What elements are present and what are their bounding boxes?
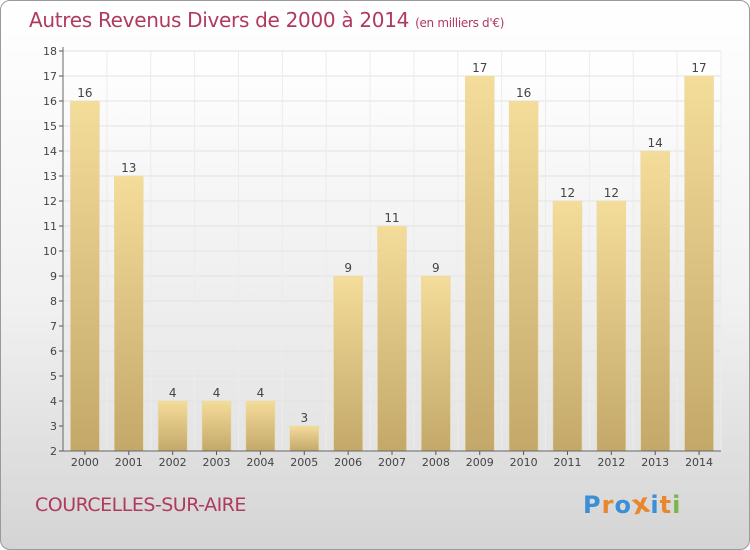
y-tick-label: 9	[50, 270, 57, 283]
bar-2002	[157, 400, 188, 452]
bar-value-label: 9	[432, 261, 440, 275]
y-tick-label: 10	[43, 245, 57, 258]
bar-2004	[245, 400, 276, 452]
bar-2006	[333, 275, 363, 452]
bar-2011	[552, 200, 583, 452]
y-tick-label: 5	[50, 370, 57, 383]
x-tick-label: 2014	[685, 456, 713, 469]
x-tick-label: 2008	[422, 456, 450, 469]
x-tick-label: 2001	[115, 456, 143, 469]
bar-2000	[70, 100, 100, 452]
bar-value-label: 4	[169, 386, 177, 400]
y-tick-label: 15	[43, 120, 57, 133]
x-tick-label: 2005	[290, 456, 318, 469]
bar-2013	[640, 150, 670, 452]
logo-letter: r	[601, 491, 615, 519]
y-tick-label: 2	[50, 445, 57, 458]
y-tick-label: 11	[43, 220, 57, 233]
bar-value-label: 12	[560, 186, 575, 200]
bar-value-label: 9	[344, 261, 352, 275]
y-tick-label: 6	[50, 345, 57, 358]
y-tick-label: 4	[50, 395, 57, 408]
bar-2005	[289, 425, 320, 452]
bar-value-label: 16	[516, 86, 531, 100]
bar-2009	[464, 75, 495, 452]
y-tick-label: 13	[43, 170, 57, 183]
x-tick-label: 2002	[159, 456, 187, 469]
logo-letter: o	[614, 491, 632, 519]
bar-value-label: 4	[213, 386, 221, 400]
bar-2012	[596, 200, 627, 452]
x-tick-label: 2004	[246, 456, 274, 469]
chart-title: Autres Revenus Divers de 2000 à 2014 (en …	[29, 8, 504, 32]
y-tick-label: 16	[43, 95, 57, 108]
commune-name: COURCELLES-SUR-AIRE	[35, 494, 246, 516]
logo-letter: i	[672, 491, 682, 519]
logo-letter: P	[583, 491, 602, 519]
y-tick-label: 14	[43, 145, 57, 158]
bar-value-label: 16	[77, 86, 92, 100]
bar-value-label: 17	[691, 61, 706, 75]
y-tick-label: 18	[43, 45, 57, 58]
logo-letter: t	[659, 491, 673, 519]
logo-letter: i	[650, 491, 660, 519]
x-tick-label: 2012	[597, 456, 625, 469]
y-tick-label: 8	[50, 295, 57, 308]
x-tick-label: 2011	[553, 456, 581, 469]
x-tick-label: 2009	[466, 456, 494, 469]
bar-2014	[684, 75, 714, 452]
bar-2007	[377, 225, 407, 452]
x-tick-label: 2013	[641, 456, 669, 469]
bar-value-label: 17	[472, 61, 487, 75]
bar-value-label: 11	[384, 211, 399, 225]
y-tick-label: 3	[50, 420, 57, 433]
x-tick-label: 2007	[378, 456, 406, 469]
x-tick-label: 2003	[203, 456, 231, 469]
bar-value-label: 12	[604, 186, 619, 200]
bar-value-label: 3	[300, 411, 308, 425]
bar-2008	[421, 275, 451, 452]
proxiti-logo: Proxiti	[583, 487, 693, 525]
x-tick-label: 2000	[71, 456, 99, 469]
x-tick-label: 2010	[510, 456, 538, 469]
bar-2001	[114, 175, 144, 452]
bar-2010	[508, 100, 539, 452]
bar-value-label: 14	[648, 136, 663, 150]
y-tick-label: 17	[43, 70, 57, 83]
chart-unit-note: (en milliers d'€)	[415, 16, 505, 30]
y-tick-label: 12	[43, 195, 57, 208]
bar-2003	[201, 400, 232, 452]
chart-title-text: Autres Revenus Divers de 2000 à 2014	[29, 8, 410, 32]
x-tick-label: 2006	[334, 456, 362, 469]
bar-value-label: 13	[121, 161, 136, 175]
bar-value-label: 4	[257, 386, 265, 400]
y-tick-label: 7	[50, 320, 57, 333]
